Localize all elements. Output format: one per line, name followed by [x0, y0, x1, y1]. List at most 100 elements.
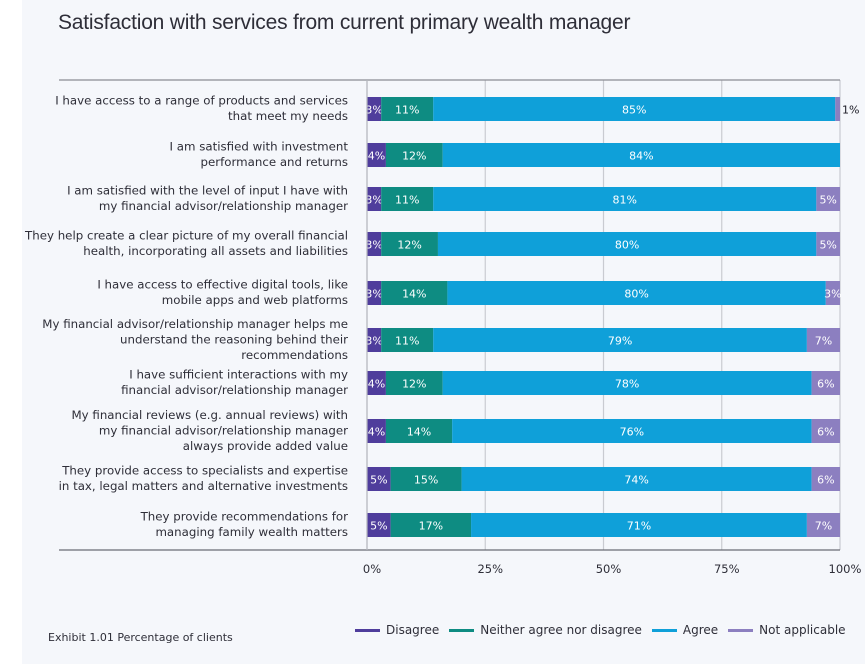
data-label: 5%	[819, 194, 836, 207]
category-label-line: I have access to effective digital tools…	[97, 278, 348, 292]
category-label-line: mobile apps and web platforms	[162, 293, 348, 307]
category-label-line: I am satisfied with investment	[170, 140, 349, 154]
bar-row: 3% 11% 81% 5%	[365, 187, 840, 211]
data-label: 5%	[819, 239, 836, 252]
legend-item-neither-agree-nor-disagree: Neither agree nor disagree	[449, 623, 642, 637]
category-label-line: always provide added value	[183, 439, 348, 453]
data-label: 74%	[624, 474, 648, 487]
legend-label: Not applicable	[759, 623, 846, 637]
bar-row: 4% 14% 76% 6%	[367, 419, 840, 443]
data-label: 3%	[365, 194, 382, 207]
data-label: 12%	[397, 239, 421, 252]
category-label-line: understand the reasoning behind their	[120, 332, 348, 346]
bar-segment-agree	[433, 187, 817, 211]
data-label: 1%	[842, 104, 859, 117]
data-label: 84%	[629, 150, 653, 163]
bar-segment-not-applicable	[806, 328, 840, 352]
legend-item-disagree: Disagree	[355, 623, 439, 637]
data-label: 78%	[615, 378, 639, 391]
bar-segment-disagree	[367, 371, 386, 395]
data-label: 3%	[824, 288, 841, 301]
legend-label: Agree	[682, 623, 719, 637]
category-label: My financial reviews (e.g. annual review…	[71, 408, 348, 453]
bar-row: 3% 12% 80% 5%	[365, 232, 840, 256]
data-label: 76%	[620, 426, 644, 439]
legend-swatch	[355, 628, 380, 632]
x-tick-label: 50%	[596, 562, 622, 576]
data-label: 12%	[402, 378, 426, 391]
bar-segment-neither-agree-nor-disagree	[390, 467, 462, 491]
bar-segment-agree	[471, 513, 807, 537]
data-label: 80%	[615, 239, 639, 252]
bar-segment-agree	[447, 281, 826, 305]
data-label: 6%	[817, 378, 834, 391]
bar-segment-agree	[452, 419, 812, 443]
legend-label: Neither agree nor disagree	[480, 623, 642, 637]
bar-segment-not-applicable	[811, 467, 840, 491]
data-label: 3%	[365, 335, 382, 348]
bar-segment-agree	[437, 232, 817, 256]
bar-segment-neither-agree-nor-disagree	[381, 232, 438, 256]
category-label-line: in tax, legal matters and alternative in…	[59, 479, 348, 493]
legend: Disagree Neither agree nor disagree Agree N…	[355, 623, 856, 637]
data-label: 4%	[368, 378, 385, 391]
bar-segment-agree	[442, 143, 840, 167]
category-labels: I have access to a range of products and…	[24, 94, 348, 540]
bar-segment-disagree	[367, 97, 382, 121]
legend-item-agree: Agree	[651, 623, 719, 637]
data-label: 85%	[622, 104, 646, 117]
data-label: 4%	[368, 150, 385, 163]
stacked-bar-chart: I have access to a range of products and…	[24, 79, 862, 576]
exhibit-footnote: Exhibit 1.01 Percentage of clients	[48, 631, 233, 644]
bar-row: 5% 15% 74% 6%	[367, 467, 840, 491]
bar-segment-agree	[433, 328, 807, 352]
data-label: 3%	[365, 288, 382, 301]
legend-swatch	[449, 628, 475, 632]
bar-segment-neither-agree-nor-disagree	[385, 371, 443, 395]
category-label-line: managing family wealth matters	[155, 525, 348, 539]
bar-segment-neither-agree-nor-disagree	[381, 281, 448, 305]
bar-row: 3% 14% 80% 3%	[365, 281, 842, 305]
bar-segment-not-applicable	[811, 371, 840, 395]
bar-segment-agree	[461, 467, 812, 491]
category-label: I have access to effective digital tools…	[97, 278, 348, 308]
category-label: I am satisfied with the level of input I…	[67, 184, 348, 214]
category-label-line: my financial advisor/relationship manage…	[99, 199, 348, 213]
bar-segment-not-applicable	[825, 281, 840, 305]
data-label: 6%	[817, 474, 834, 487]
data-label: 11%	[395, 194, 419, 207]
bar-segment-neither-agree-nor-disagree	[381, 328, 434, 352]
bar-segment-not-applicable	[816, 187, 840, 211]
legend-swatch	[728, 628, 754, 632]
bar-segment-not-applicable	[806, 513, 840, 537]
bar-segment-disagree	[367, 328, 382, 352]
category-label-line: They provide access to specialists and e…	[61, 464, 348, 478]
category-label-line: that meet my needs	[228, 109, 348, 123]
category-label-line: financial advisor/relationship manager	[121, 383, 348, 397]
legend-item-not-applicable: Not applicable	[728, 623, 846, 637]
category-label-line: I am satisfied with the level of input I…	[67, 184, 348, 198]
bar-row: 4% 12% 84%	[367, 143, 840, 167]
category-label: They provide access to specialists and e…	[59, 464, 348, 494]
bar-segment-disagree	[367, 281, 382, 305]
bar-segment-neither-agree-nor-disagree	[381, 187, 434, 211]
data-label: 14%	[407, 426, 431, 439]
bar-segment-disagree	[367, 232, 382, 256]
bar-segment-disagree	[367, 143, 386, 167]
category-label: I have access to a range of products and…	[55, 94, 348, 124]
bar-segment-neither-agree-nor-disagree	[381, 97, 434, 121]
category-label-line: my financial advisor/relationship manage…	[99, 423, 348, 437]
bar-segment-disagree	[367, 419, 386, 443]
bar-segment-neither-agree-nor-disagree	[385, 143, 443, 167]
data-label: 11%	[395, 104, 419, 117]
data-label: 14%	[402, 288, 426, 301]
data-label: 12%	[402, 150, 426, 163]
data-label: 17%	[419, 520, 443, 533]
bar-row: 3% 11% 85% 1%	[365, 97, 859, 121]
data-label: 71%	[627, 520, 651, 533]
data-label: 3%	[365, 239, 382, 252]
data-label: 7%	[815, 335, 832, 348]
x-tick-label: 0%	[363, 562, 381, 576]
category-label-line: health, incorporating all assets and lia…	[83, 244, 348, 258]
bar-row: 4% 12% 78% 6%	[367, 371, 840, 395]
